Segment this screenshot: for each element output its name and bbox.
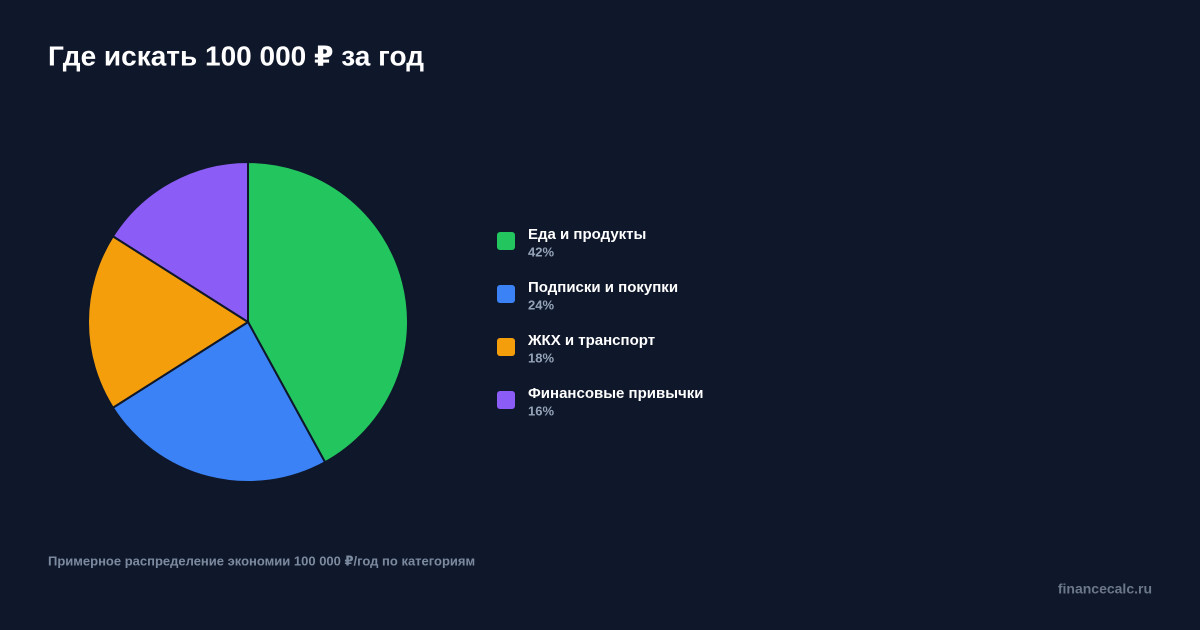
legend-label: ЖКХ и транспорт [527,332,655,349]
legend-swatch [497,391,515,409]
source: financecalc.ru [1058,581,1152,597]
legend-swatch [497,285,515,303]
legend-swatch [497,338,515,356]
pie-slice [111,320,327,483]
value-label: 16% [528,403,554,418]
pie-slice [111,160,249,324]
legend-swatch [497,232,515,250]
value-label: 24% [528,297,554,312]
legend-label: Финансовые привычки [528,385,703,402]
chart-title: Где искать 100 000 ₽ за год [48,40,424,71]
value-label: 18% [528,350,554,365]
caption: Примерное распределение экономии 100 000… [48,553,475,568]
legend-label: Еда и продукты [528,226,646,243]
pie-slice [247,160,409,464]
legend-label: Подписки и покупки [528,279,678,296]
pie-slice [87,234,250,410]
value-label: 42% [528,244,554,259]
